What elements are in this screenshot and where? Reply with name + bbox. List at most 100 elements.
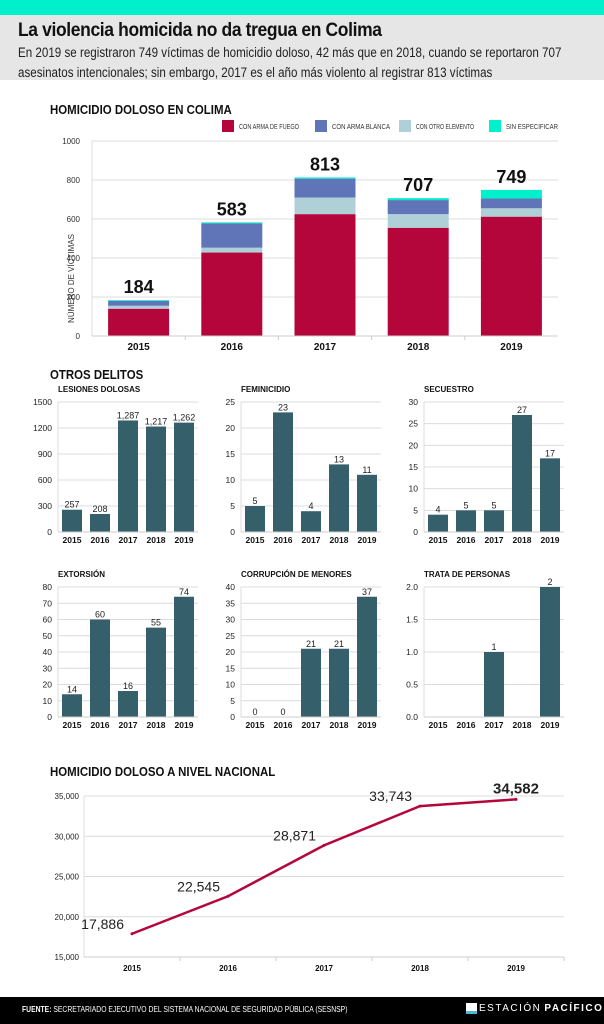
logo-text-light: ESTACIÓN [479,1003,542,1014]
y-tick-label: 0 [47,527,52,537]
bar-value-label: 16 [123,681,133,691]
y-tick-label: 0 [76,332,81,341]
bar [118,691,138,717]
bar-value-label: 74 [179,587,189,597]
bar-value-label: 21 [306,639,316,649]
y-tick-label: 900 [38,449,52,459]
y-tick-label: 60 [43,615,53,625]
bar-value-label: 5 [491,500,496,510]
bar-value-label: 1 [491,642,496,652]
y-tick-label: 15 [226,449,236,459]
x-tick-label: 2018 [147,535,166,545]
x-tick-label: 2017 [315,964,333,973]
otros-delitos-charts: LESIONES DOLOSAS030060090012001500257201… [33,385,564,730]
accent-bar [0,0,604,15]
y-tick-label: 35 [226,598,236,608]
y-tick-label: 800 [67,176,81,185]
small-chart-title: LESIONES DOLOSAS [58,385,141,394]
y-tick-label: 15 [409,462,419,472]
y-tick-label: 20 [43,680,53,690]
x-tick-label: 2017 [485,535,504,545]
bar [62,509,82,532]
y-tick-label: 600 [38,475,52,485]
subtitle-line-2: asesinatos intencionales; sin embargo, 2… [18,65,493,80]
x-tick-label: 2015 [246,720,265,730]
bar [146,627,166,717]
x-tick-label: 2016 [457,535,476,545]
x-tick-label: 2019 [507,964,525,973]
small-chart-title: CORRUPCIÓN DE MENORES [241,570,352,579]
bar [62,694,82,717]
bar [273,412,293,532]
bar-value-label: 208 [92,504,107,514]
x-tick-label: 2016 [274,720,293,730]
y-tick-label: 1500 [33,397,52,407]
colima-stacked-bar-chart: CON ARMA DE FUEGO CON ARMA BLANCA CON OTRO… [62,120,558,353]
y-tick-label: 40 [43,647,53,657]
bar-value-label: 4 [308,501,313,511]
stacked-bar-segment [480,216,542,336]
source-label: FUENTE: [22,1005,52,1014]
y-tick-label: 20,000 [55,913,80,922]
y-tick-label: 1.5 [406,615,418,625]
x-tick-label: 2017 [314,342,337,353]
bar-value-label: 1,262 [173,413,196,423]
x-tick-label: 2018 [330,535,349,545]
x-tick-label: 2015 [127,342,150,353]
x-tick-label: 2016 [221,342,244,353]
bar-value-label: 5 [463,500,468,510]
small-chart-lesiones: LESIONES DOLOSAS 0 300 600 900 1200 1500 257 201… [33,385,198,545]
data-point [130,932,134,936]
small-chart-secuestro: SECUESTRO 0 5 10 15 20 25 30 4 2015 5 2016 5 2017 27 20… [409,385,564,545]
x-tick-label: 2015 [246,535,265,545]
bar [301,648,321,717]
y-tick-label: 15,000 [55,953,80,962]
y-tick-label: 5 [230,696,235,706]
source-note: FUENTE: SECRETARIADO EJECUTIVO DEL SISTE… [22,1005,347,1014]
bar-value-label: 13 [334,454,344,464]
bar [329,648,349,717]
x-tick-label: 2019 [358,535,377,545]
x-tick-label: 2016 [274,535,293,545]
stacked-bar-segment [480,208,542,217]
stacked-bar-segment [294,197,356,215]
legend-label: CON ARMA BLANCA [332,124,390,131]
y-tick-label: 0 [413,527,418,537]
y-tick-label: 20 [226,423,236,433]
y-tick-label: 25 [226,397,236,407]
x-tick-label: 2017 [302,720,321,730]
logo-text-bold: PACÍFICO [544,1003,604,1014]
x-tick-label: 2018 [513,535,532,545]
page-title: La violencia homicida no da tregua en Co… [18,20,382,41]
small-chart-corrupcion: CORRUPCIÓN DE MENORES 0 5 10 15 20 25 30 35 40 0 20… [226,570,381,730]
y-tick-label: 600 [67,215,81,224]
stacked-bar-segment [108,300,170,301]
x-tick-label: 2019 [541,720,560,730]
data-label: 22,545 [177,878,220,894]
x-tick-label: 2019 [358,720,377,730]
bar-total-label: 583 [217,199,247,219]
y-tick-label: 10 [226,475,236,485]
series-line [131,798,517,935]
bar-value-label: 17 [545,448,555,458]
legend-swatch [489,120,501,132]
nacional-section-title: HOMICIDIO DOLOSO A NIVEL NACIONAL [50,764,276,779]
x-tick-label: 2017 [302,535,321,545]
estacion-pacifico-logo: ESTACIÓN PACÍFICO [466,1003,603,1014]
bar [357,474,377,532]
y-tick-label: 35,000 [55,792,80,801]
y-tick-label: 25,000 [55,873,80,882]
bar-value-label: 21 [334,639,344,649]
legend-label: CON ARMA DE FUEGO [239,124,299,131]
stacked-bar-segment [387,200,449,215]
stacked-bar-segment [294,177,356,179]
stacked-bar-segment [387,198,449,201]
bar [301,511,321,532]
bar [329,464,349,532]
y-tick-label: 25 [409,419,419,429]
y-tick-label: 1.0 [406,647,418,657]
bar-total-label: 749 [496,167,526,187]
y-tick-label: 30 [226,615,236,625]
y-tick-label: 5 [230,501,235,511]
data-point [514,797,518,801]
